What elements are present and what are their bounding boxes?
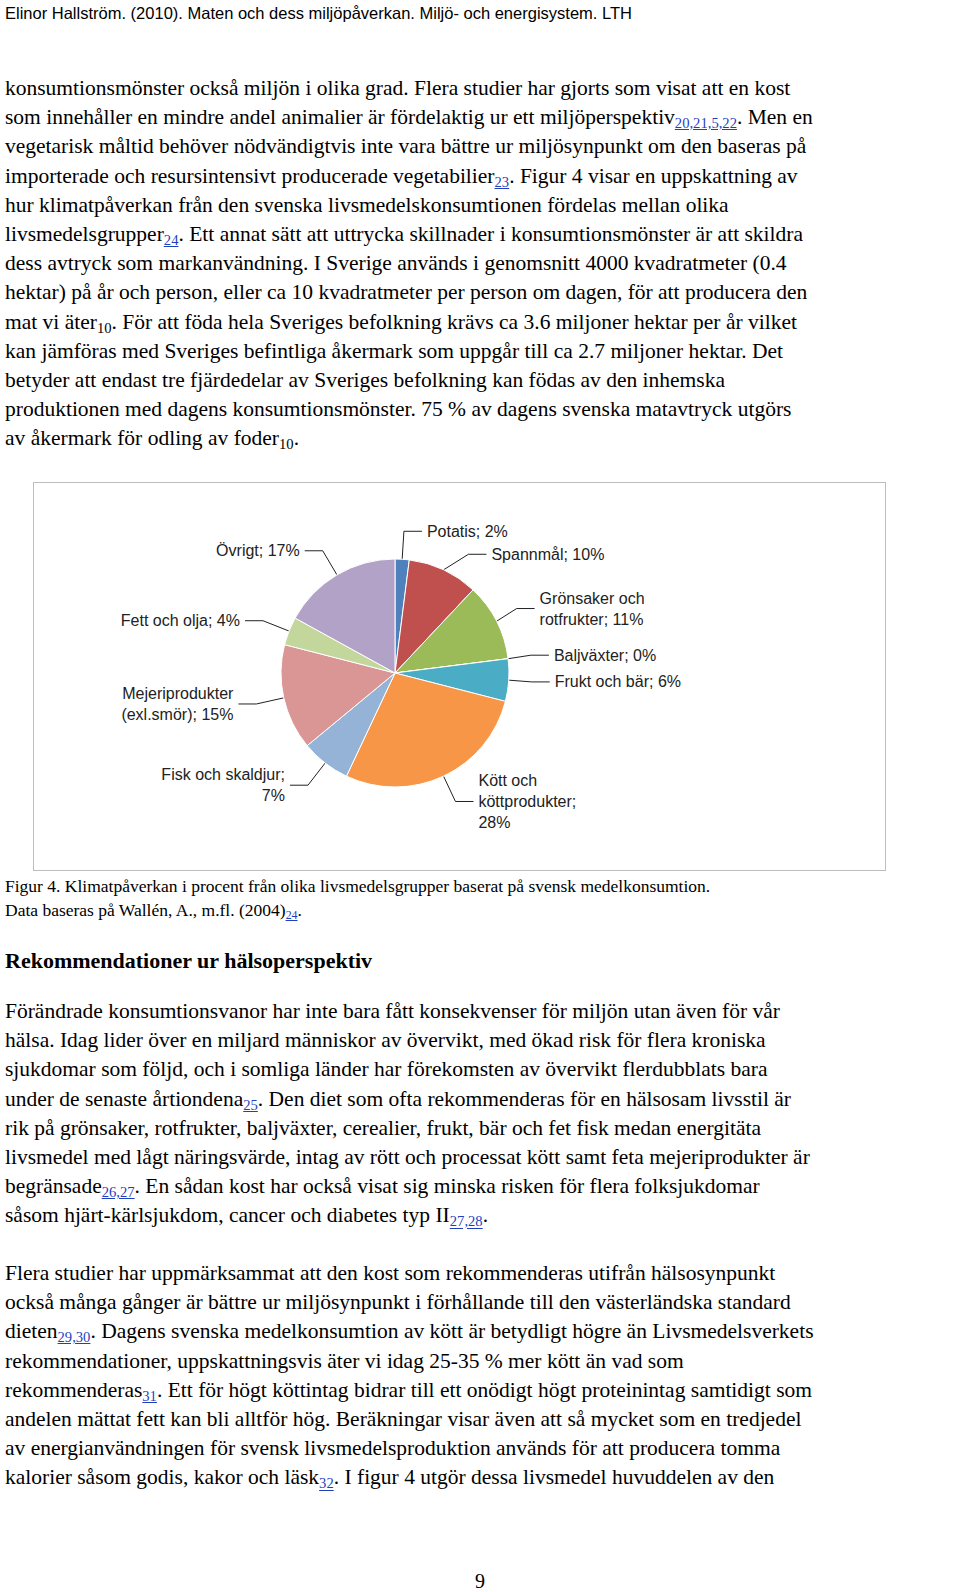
html-text:rik på grönsaker, rotfrukter,: rik på grönsaker, rotfrukter, baljväxter… bbox=[5, 1115, 762, 1140]
svg-text:Frukt och bär; 6%: Frukt och bär; 6% bbox=[555, 673, 681, 690]
html-text:också många gånger är bättre u: också många gånger är bättre ur miljösyn… bbox=[5, 1290, 791, 1315]
html-text:9: 9 bbox=[475, 1570, 485, 1592]
html-text:produktionen med dagens konsum: produktionen med dagens konsumtionsmönst… bbox=[5, 397, 792, 422]
html-text:Flera studier har uppmärksamma: Flera studier har uppmärksammat att den … bbox=[5, 1261, 776, 1285]
svg-text:Fett och olja; 4%: Fett och olja; 4% bbox=[121, 612, 240, 629]
html-text:kan jämföras med Sveriges befi: kan jämföras med Sveriges befintliga åke… bbox=[5, 338, 783, 363]
html-text:Förändrade konsumtionsvanor ha: Förändrade konsumtionsvanor har inte bar… bbox=[5, 999, 780, 1023]
html-text:av åkermark för odling av fode: av åkermark för odling av foder10. bbox=[5, 426, 299, 453]
html-text:rekommenderas31. Ett för högt: rekommenderas31. Ett för högt köttintag … bbox=[5, 1377, 812, 1404]
html-text:sjukdomar som följd, och i som: sjukdomar som följd, och i somliga lände… bbox=[5, 1057, 768, 1082]
html-text:kalorier såsom godis, kakor oc: kalorier såsom godis, kakor och läsk32. … bbox=[5, 1465, 775, 1492]
html-text:rekommendationer, uppskattning: rekommendationer, uppskattningsvis äter … bbox=[5, 1348, 684, 1373]
svg-text:7%: 7% bbox=[262, 787, 285, 804]
html-text:mat vi äter10. För att föda he: mat vi äter10. För att föda hela Sverige… bbox=[5, 309, 797, 336]
html-text:begränsade26,27. En sådan kost: begränsade26,27. En sådan kost har också… bbox=[5, 1174, 760, 1201]
svg-text:Grönsaker och: Grönsaker och bbox=[540, 590, 645, 607]
html-text:av energianvändningen för sven: av energianvändningen för svensk livsmed… bbox=[5, 1436, 781, 1461]
html-text:Figur 4. Klimatpåverkan i proc: Figur 4. Klimatpåverkan i procent från o… bbox=[5, 876, 711, 896]
html-text:hur klimatpåverkan från den sv: hur klimatpåverkan från den svenska livs… bbox=[5, 192, 729, 217]
html-text:hälsa. Idag lider över en milj: hälsa. Idag lider över en miljard männis… bbox=[5, 1028, 766, 1053]
html-text:andelen mättat fett kan bli al: andelen mättat fett kan bli alltför hög.… bbox=[5, 1407, 802, 1431]
svg-text:Övrigt; 17%: Övrigt; 17% bbox=[216, 542, 300, 559]
html-text:importerade och resursintensiv: importerade och resursintensivt producer… bbox=[5, 163, 798, 190]
html-text:Rekommendationer ur hälsopersp: Rekommendationer ur hälsoperspektiv bbox=[5, 948, 373, 973]
html-text:dess avtryck som markanvändnin: dess avtryck som markanvändning. I Sveri… bbox=[5, 251, 787, 276]
html-text:Data baseras på Wallén, A., m.: Data baseras på Wallén, A., m.fl. (2004)… bbox=[5, 900, 302, 923]
svg-text:(exl.smör); 15%: (exl.smör); 15% bbox=[121, 706, 233, 723]
html-text:dieten29,30. Dagens svenska me: dieten29,30. Dagens svenska medelkonsumt… bbox=[5, 1319, 814, 1346]
svg-text:Spannmål; 10%: Spannmål; 10% bbox=[491, 546, 604, 563]
svg-text:28%: 28% bbox=[478, 814, 510, 831]
svg-text:köttprodukter;: köttprodukter; bbox=[478, 793, 576, 810]
html-text:Elinor Hallström. (2010). Mate: Elinor Hallström. (2010). Maten och dess… bbox=[5, 4, 632, 22]
html-text:hektar) på år och person, elle: hektar) på år och person, eller ca 10 kv… bbox=[5, 280, 808, 305]
html-text:under de senaste årtiondena25.: under de senaste årtiondena25. Den diet … bbox=[5, 1086, 791, 1113]
svg-text:Potatis; 2%: Potatis; 2% bbox=[427, 523, 508, 540]
html-text:livsmedelsgrupper24. Ett annat: livsmedelsgrupper24. Ett annat sätt att … bbox=[5, 222, 803, 249]
svg-text:Baljväxter; 0%: Baljväxter; 0% bbox=[554, 647, 656, 664]
html-text:betyder att endast tre fjärded: betyder att endast tre fjärdedelar av Sv… bbox=[5, 368, 725, 392]
svg-text:rotfrukter; 11%: rotfrukter; 11% bbox=[540, 611, 644, 628]
svg-text:Mejeriprodukter: Mejeriprodukter bbox=[122, 685, 234, 702]
html-text:konsumtionsmönster också miljö: konsumtionsmönster också miljön i olika … bbox=[5, 76, 791, 100]
svg-text:Fisk och skaldjur;: Fisk och skaldjur; bbox=[161, 766, 285, 783]
html-text:som innehåller en mindre andel: som innehåller en mindre andel animalier… bbox=[5, 105, 813, 132]
html-text:livsmedel med lågt näringsvärd: livsmedel med lågt näringsvärde, intag a… bbox=[5, 1145, 810, 1169]
html-text:såsom hjärt-kärlsjukdom, cance: såsom hjärt-kärlsjukdom, cancer och diab… bbox=[5, 1203, 488, 1230]
html-text:vegetarisk måltid behöver nödv: vegetarisk måltid behöver nödvändigtvis … bbox=[5, 134, 807, 159]
svg-text:Kött och: Kött och bbox=[478, 772, 537, 789]
